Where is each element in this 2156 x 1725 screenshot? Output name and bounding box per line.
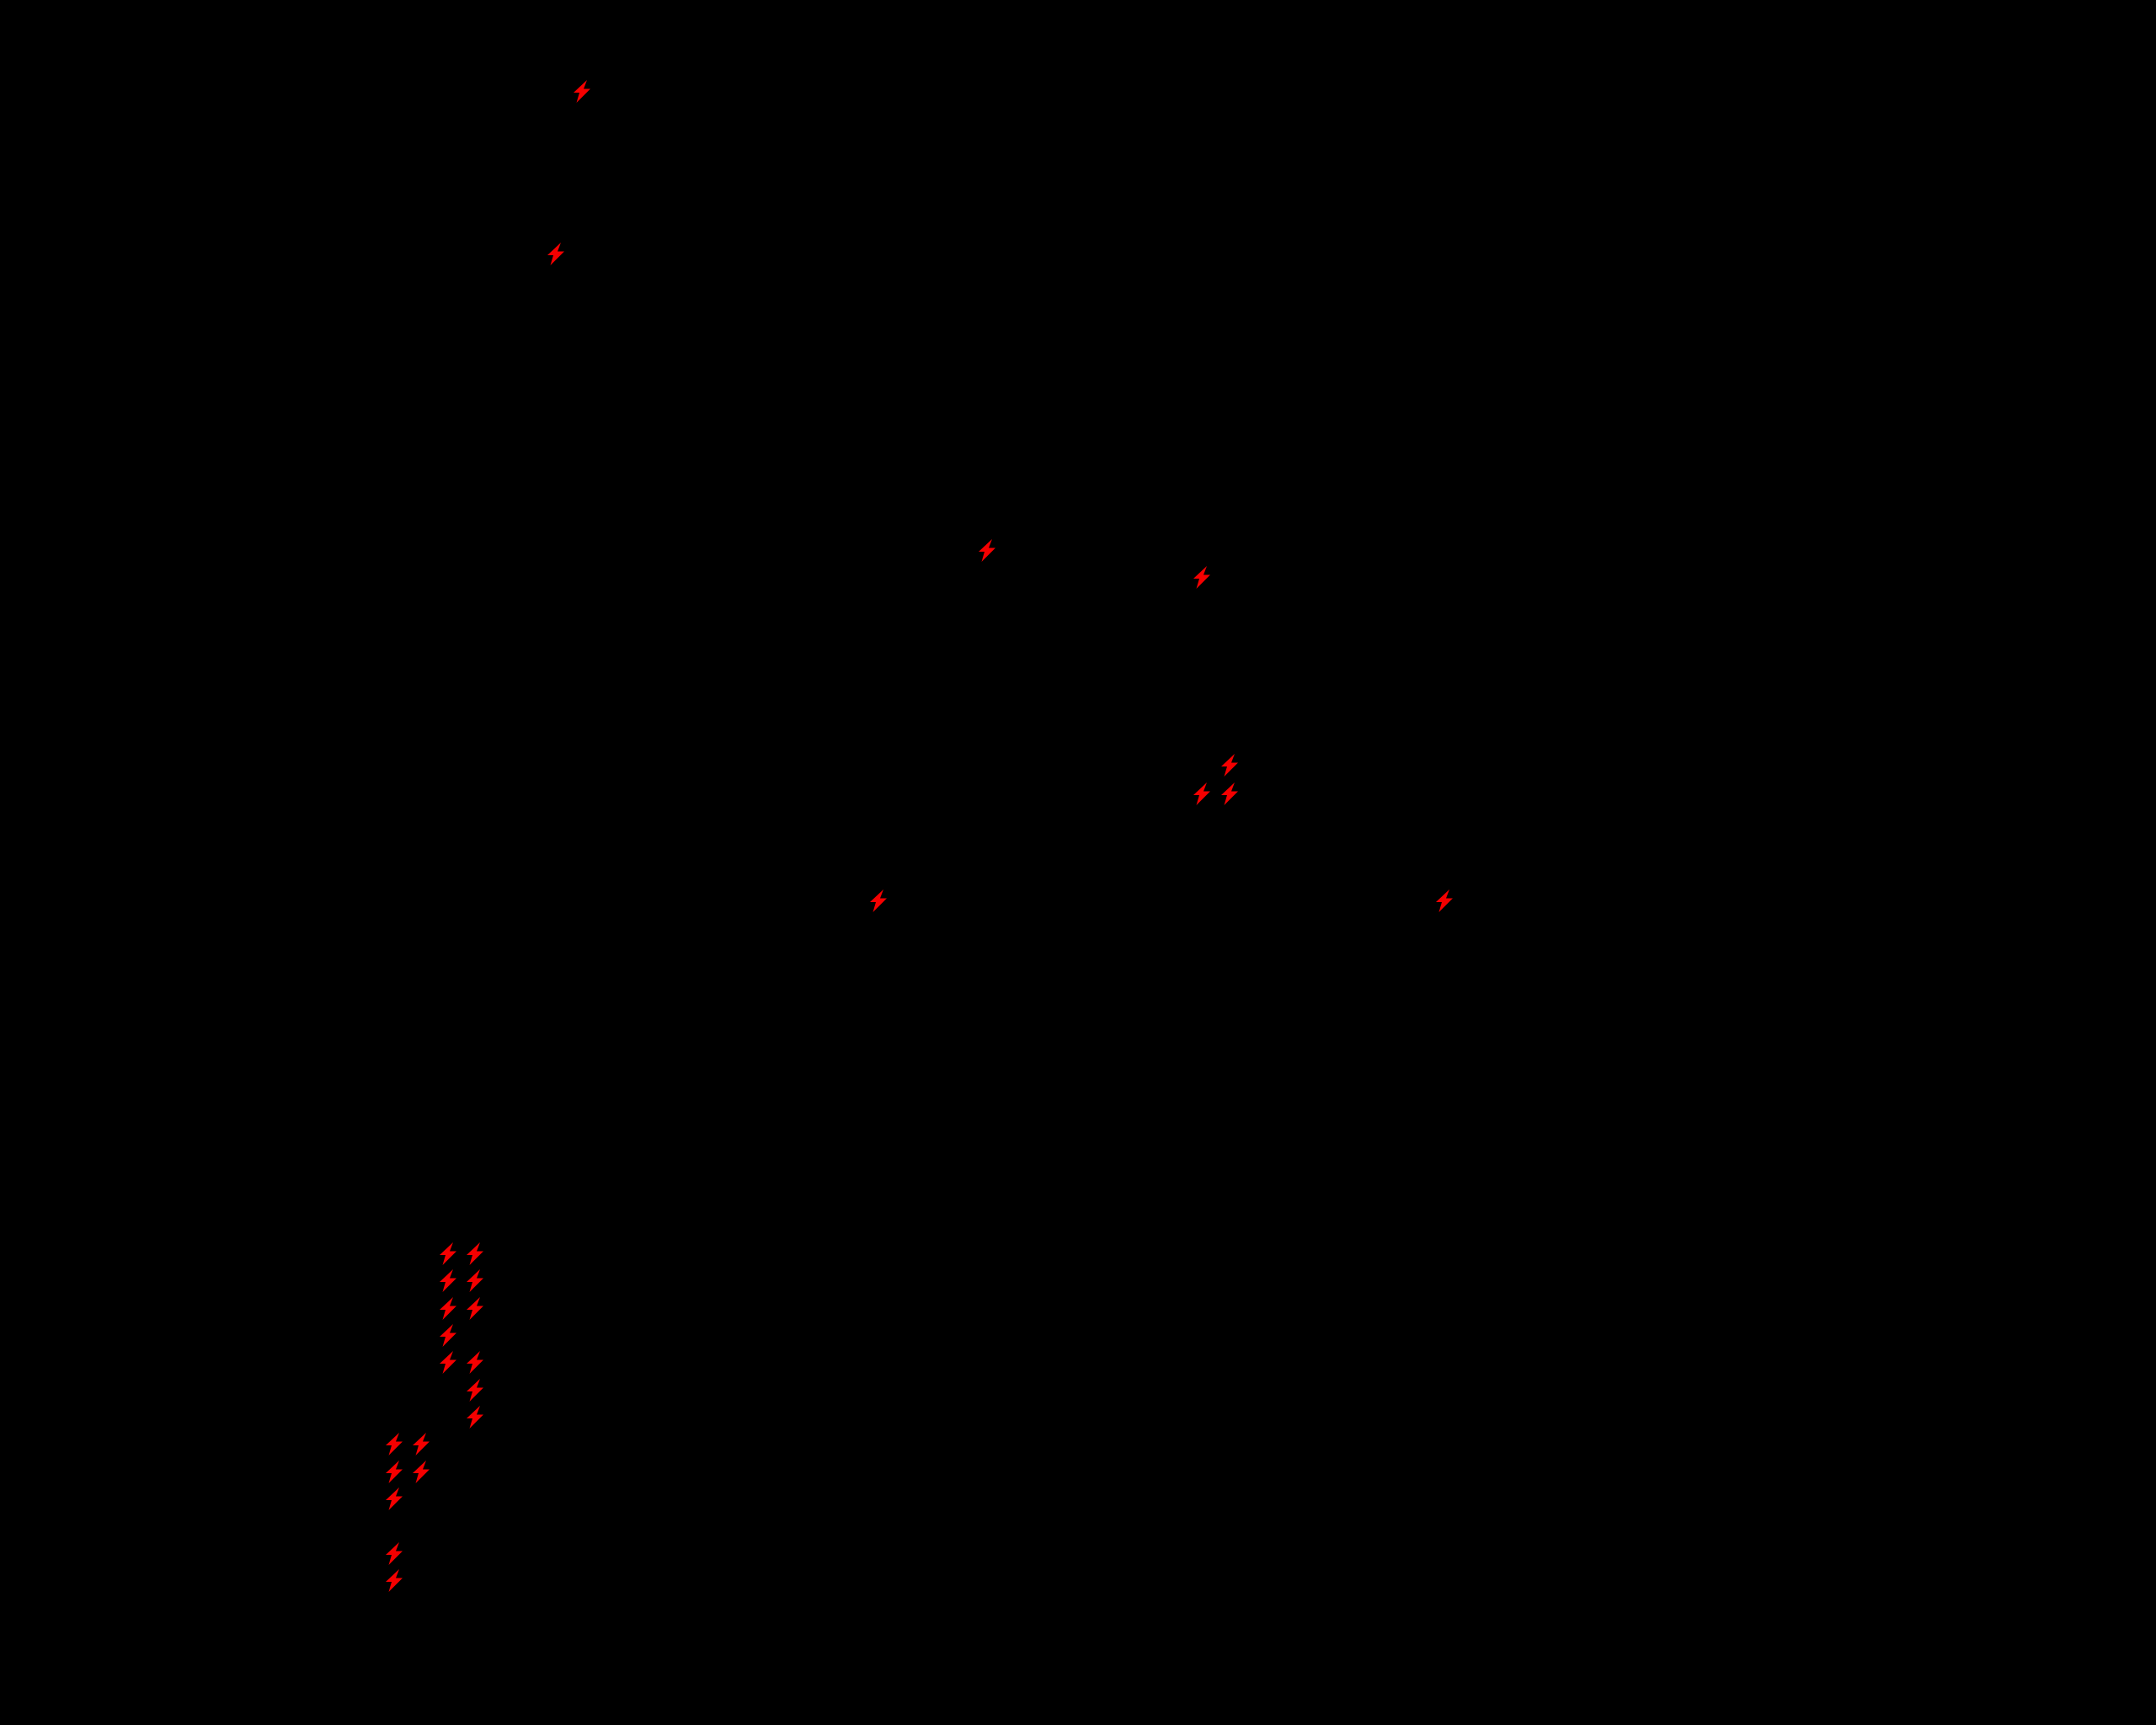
lightning-bolt-icon — [413, 1461, 430, 1483]
lightning-bolt-icon — [386, 1433, 403, 1455]
lightning-bolt-icon — [467, 1269, 483, 1292]
lightning-bolt-icon — [574, 80, 590, 103]
lightning-bolt-icon — [440, 1269, 456, 1292]
lightning-bolt-icon — [467, 1406, 483, 1429]
lightning-bolt-icon — [1221, 754, 1238, 777]
lightning-bolt-icon — [1221, 782, 1238, 805]
lightning-bolt-icon — [1193, 566, 1210, 589]
lightning-bolt-icon — [547, 243, 564, 265]
lightning-bolt-icon — [386, 1461, 403, 1483]
lightning-bolt-icon — [386, 1487, 403, 1510]
lightning-bolt-icon — [1193, 782, 1210, 805]
lightning-bolt-icon — [440, 1242, 456, 1265]
lightning-bolt-icon — [1436, 889, 1453, 912]
lightning-bolt-icon — [870, 889, 887, 912]
lightning-bolt-icon — [413, 1433, 430, 1455]
lightning-bolt-icon — [979, 539, 995, 562]
lightning-bolt-icon — [440, 1324, 456, 1347]
lightning-bolt-icon — [440, 1351, 456, 1374]
lightning-bolt-icon — [386, 1569, 403, 1592]
lightning-bolt-icon — [386, 1542, 403, 1565]
lightning-bolt-icon — [467, 1242, 483, 1265]
lightning-bolt-icon — [467, 1351, 483, 1374]
lightning-bolt-icon — [440, 1297, 456, 1320]
lightning-bolt-icon — [467, 1297, 483, 1320]
lightning-bolt-icon — [467, 1379, 483, 1402]
